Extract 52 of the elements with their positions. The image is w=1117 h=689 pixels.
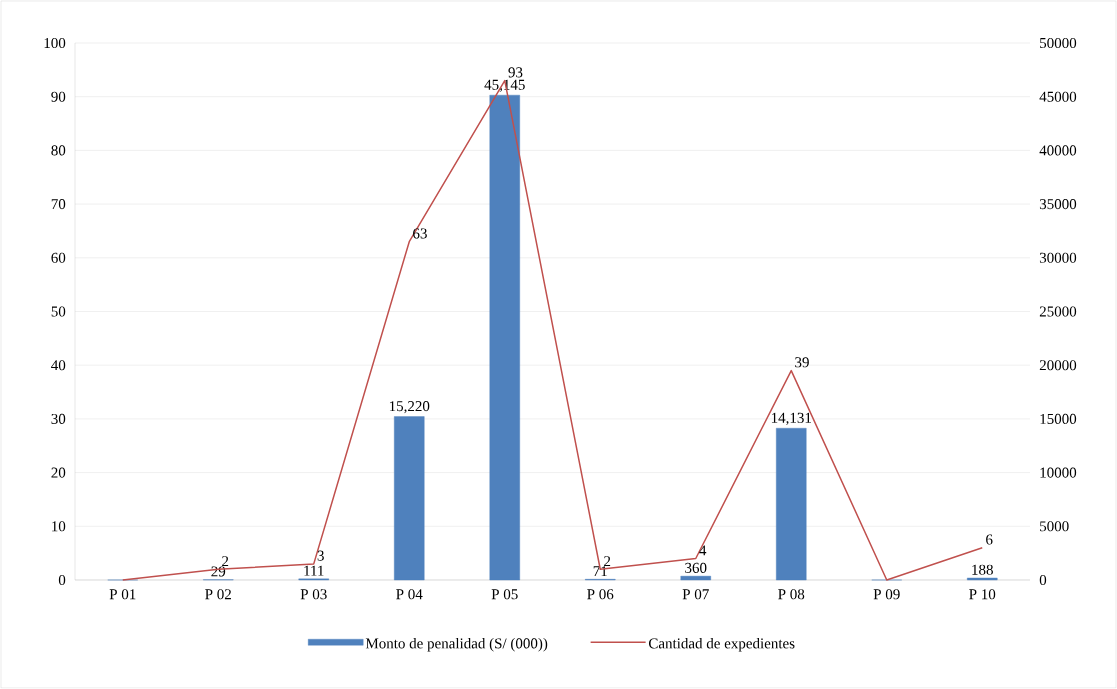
x-tick-label: P 10 (969, 589, 996, 600)
x-tick-label: P 02 (205, 589, 231, 600)
y2-tick-label: 50000 (1040, 37, 1077, 49)
y2-tick-label: 15000 (1040, 413, 1077, 424)
data-label: 360 (685, 562, 707, 573)
y-tick-label: 40 (51, 360, 66, 371)
data-label: 4 (699, 545, 707, 556)
x-tick-label: P 01 (109, 589, 136, 600)
y2-tick-label: 10000 (1040, 467, 1077, 478)
y2-tick-label: 45000 (1039, 91, 1077, 102)
y2-tick-label: 25000 (1039, 306, 1077, 317)
bar (680, 575, 711, 581)
y2-tick-label: 30000 (1039, 252, 1077, 263)
x-tick-label: P 03 (300, 589, 327, 600)
y2-tick-label: 35000 (1039, 199, 1077, 210)
x-tick-label: P 05 (491, 589, 518, 600)
data-label: 3 (317, 550, 324, 561)
y2-tick-label: 40000 (1039, 145, 1077, 156)
data-label: 93 (508, 67, 523, 78)
x-tick-label: P 09 (873, 589, 900, 600)
y-tick-label: 70 (51, 199, 66, 210)
data-label: 2 (222, 556, 229, 567)
bar (967, 577, 998, 581)
y-tick-label: 30 (51, 413, 66, 424)
data-label: 15,220 (389, 401, 430, 414)
y-tick-label: 100 (44, 37, 66, 49)
x-tick-label: P 08 (778, 589, 805, 600)
data-label: 14,131 (771, 412, 811, 426)
y2-tick-label: 0 (1039, 574, 1047, 586)
bar (489, 94, 520, 581)
data-label: 111 (304, 565, 324, 576)
y-tick-label: 10 (52, 521, 66, 532)
x-tick-label: P 04 (396, 589, 423, 600)
y-tick-label: 80 (51, 145, 66, 156)
y-tick-label: 50 (51, 306, 66, 317)
y2-tick-label: 5000 (1040, 521, 1069, 532)
y2-tick-label: 20000 (1039, 360, 1077, 371)
data-label: 2 (604, 556, 611, 567)
data-label: 6 (986, 534, 993, 545)
bar (776, 428, 807, 581)
y-tick-label: 60 (51, 252, 66, 263)
data-label: 39 (795, 357, 809, 368)
legend-label: Cantidad de expedientes (648, 637, 795, 652)
y-tick-label: 0 (58, 574, 66, 586)
legend-label: Monto de penalidad (S/ (000)) (365, 637, 548, 652)
data-label: 63 (413, 228, 427, 239)
y-tick-label: 90 (51, 91, 66, 102)
bar (394, 416, 425, 581)
x-tick-label: P 06 (587, 589, 614, 600)
data-label: 188 (972, 564, 993, 575)
y-tick-label: 20 (51, 467, 66, 478)
x-tick-label: P 07 (682, 589, 709, 600)
